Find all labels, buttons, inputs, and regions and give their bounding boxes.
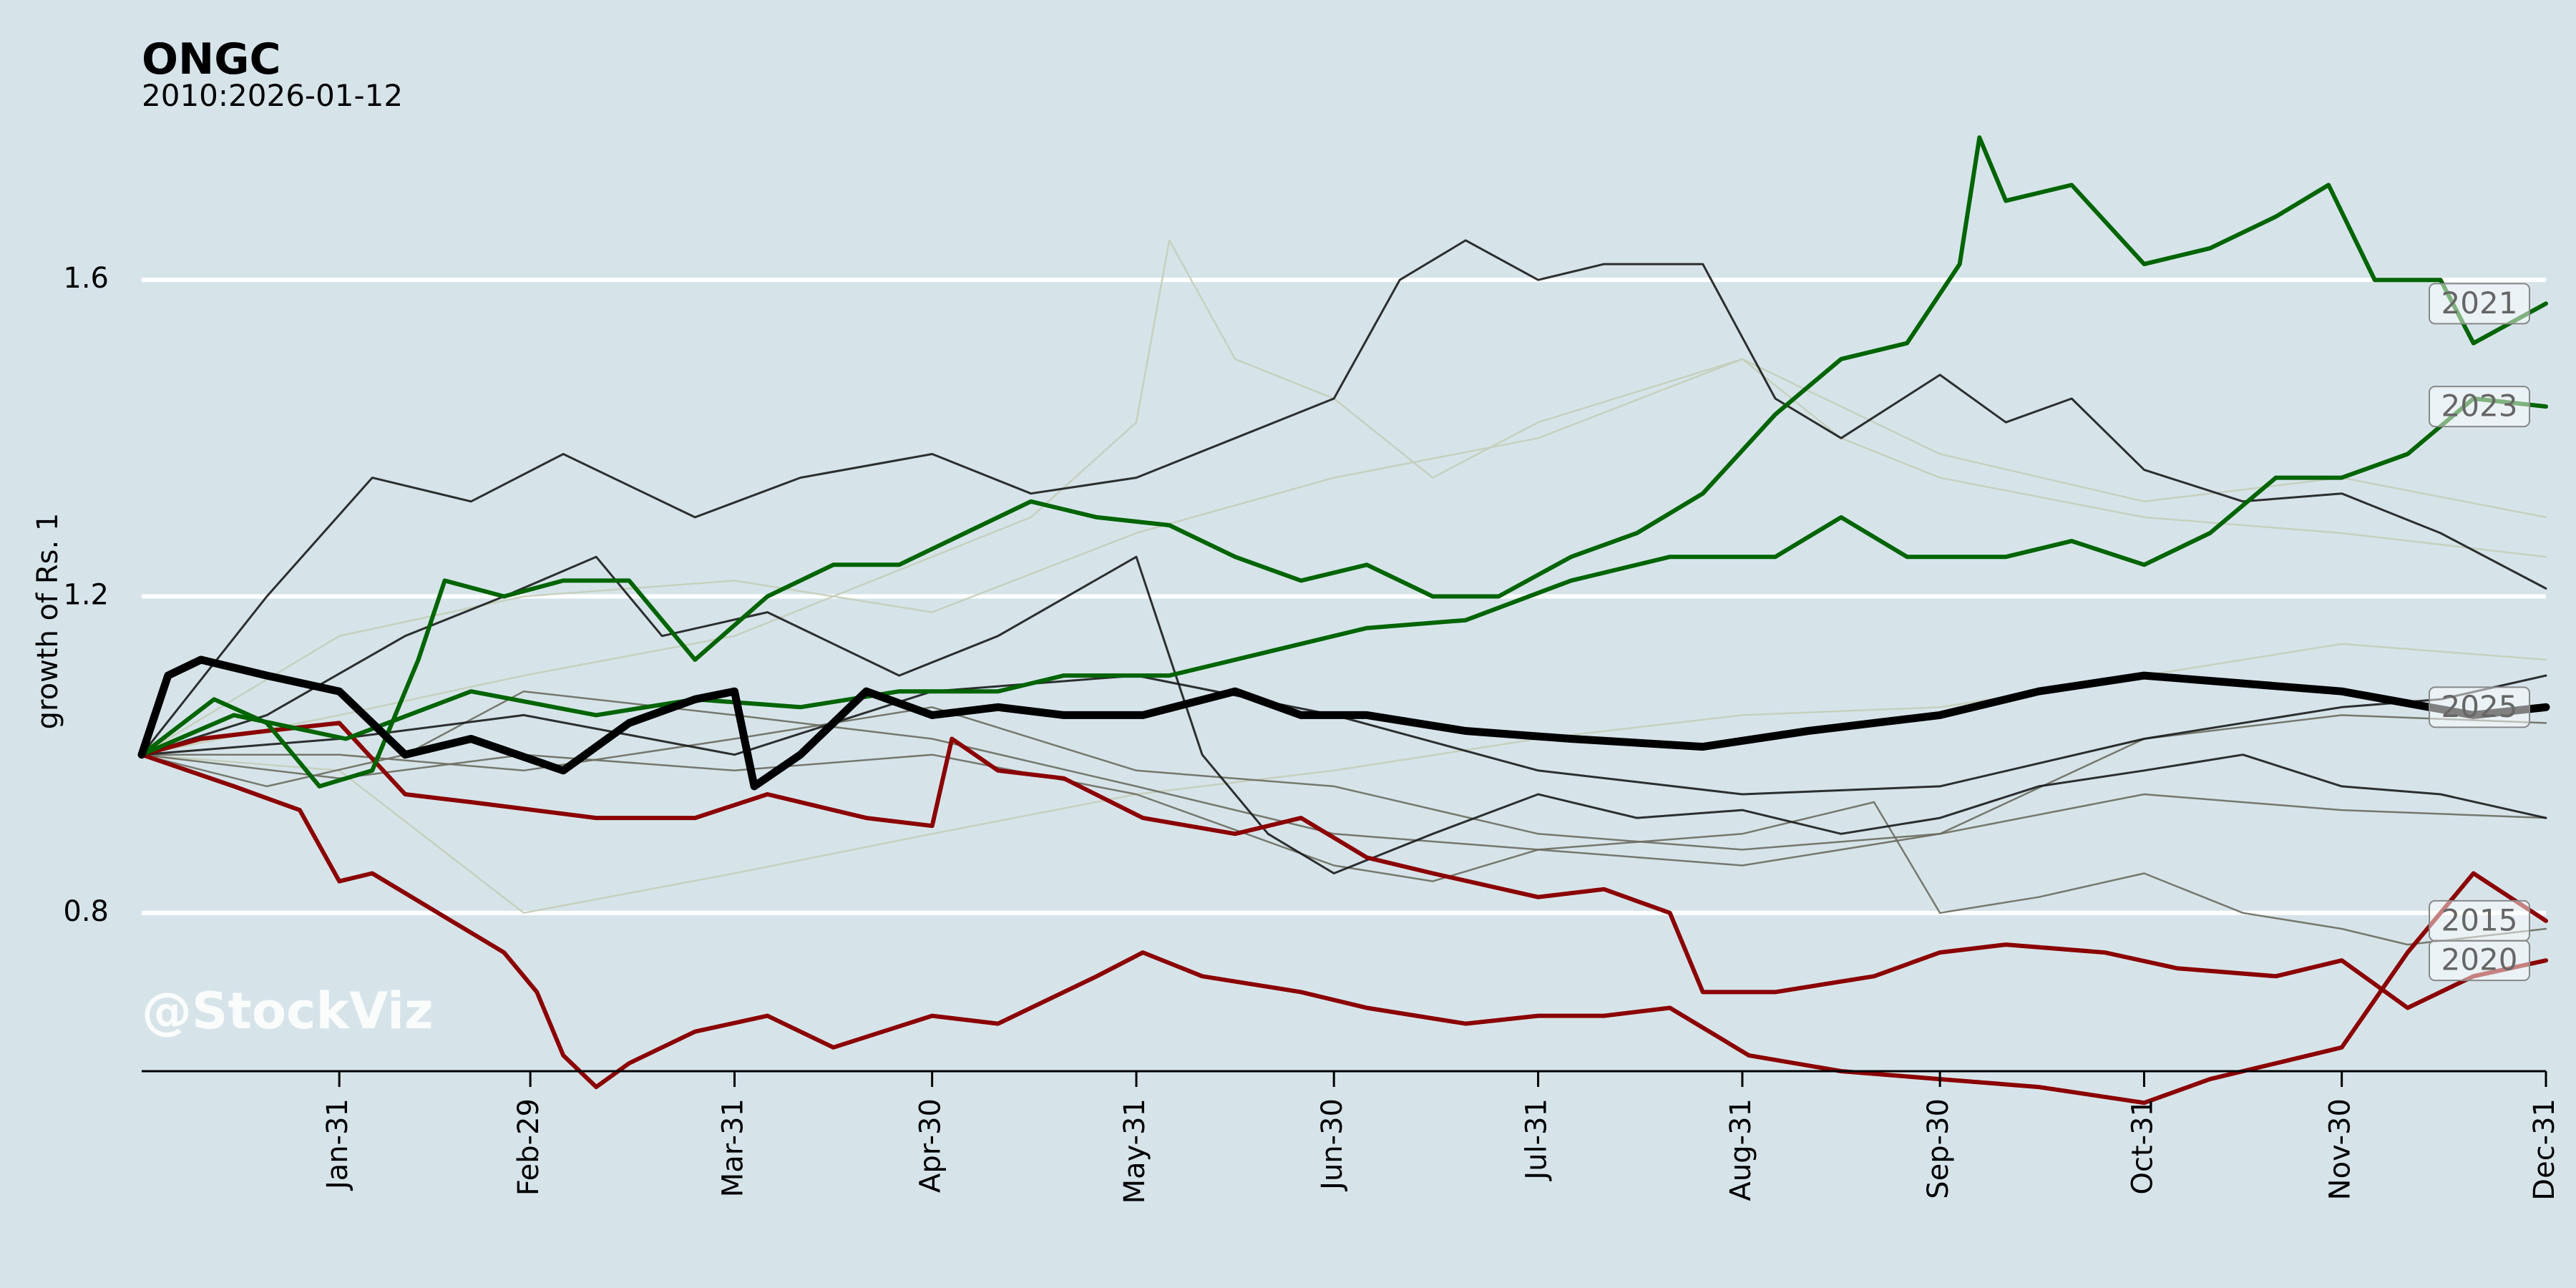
year-label-text: 2023 [2441, 389, 2518, 424]
year-label-text: 2021 [2441, 286, 2518, 321]
chart-subtitle: 2010:2026-01-12 [142, 78, 403, 113]
y-tick-label: 1.2 [63, 579, 109, 612]
series-line-9 [140, 706, 2547, 851]
x-tick-label: Oct-31 [2127, 1098, 2160, 1195]
year-label-box [2429, 283, 2530, 325]
series-line-7 [140, 674, 2547, 796]
year-label-box [2429, 686, 2530, 728]
year-label-2025: 2025 [2429, 686, 2530, 728]
series-line-2025 [137, 655, 2550, 791]
series-line-2015 [140, 752, 2548, 1106]
series-line-2020 [140, 721, 2548, 1010]
x-tick-label: Jun-30 [1316, 1098, 1349, 1192]
x-tick-label: Feb-29 [512, 1098, 545, 1196]
series-line-6 [140, 555, 2547, 874]
series-line-2021 [140, 135, 2548, 789]
x-tick-label: Jul-31 [1521, 1098, 1553, 1182]
axes: Jan-31 Feb-29 Mar-31 Apr-30 May-31 Jun-30 Jul-… [63, 262, 2561, 1204]
series-line-12 [140, 358, 2547, 756]
series-line-10 [140, 714, 2547, 882]
year-label-2023: 2023 [2429, 386, 2530, 428]
y-tick-label: 0.8 [63, 895, 109, 928]
y-axis-title: growth of Rs. 1 [31, 513, 64, 730]
chart-title: ONGC [142, 34, 281, 84]
series-line-5 [140, 239, 2547, 756]
year-label-text: 2020 [2441, 942, 2518, 977]
series-lines [137, 135, 2550, 1106]
x-tick-label: Apr-30 [914, 1098, 947, 1193]
x-tick-label: Sep-30 [1922, 1098, 1955, 1199]
grid-lines [142, 278, 2546, 915]
year-labels: 2021 2023 2025 2020 2015 [2429, 283, 2530, 982]
year-label-text: 2015 [2441, 902, 2518, 937]
x-tick-label: Jan-31 [321, 1098, 354, 1191]
year-label-box [2429, 899, 2530, 942]
x-tick-label: Aug-31 [1724, 1098, 1757, 1201]
x-tick-label: Dec-31 [2528, 1098, 2561, 1201]
year-label-box [2429, 386, 2530, 428]
series-line-11 [140, 239, 2547, 756]
year-label-2015: 2015 [2429, 899, 2530, 942]
year-label-2021: 2021 [2429, 283, 2530, 325]
year-label-2020: 2020 [2429, 940, 2530, 982]
y-tick-label: 1.6 [63, 262, 109, 295]
year-label-text: 2025 [2441, 689, 2518, 724]
watermark: @StockViz [142, 982, 434, 1040]
x-tick-label: May-31 [1118, 1098, 1151, 1204]
x-tick-label: Nov-30 [2324, 1098, 2357, 1200]
x-tick-label: Mar-31 [717, 1098, 750, 1197]
series-line-2023 [140, 396, 2548, 757]
